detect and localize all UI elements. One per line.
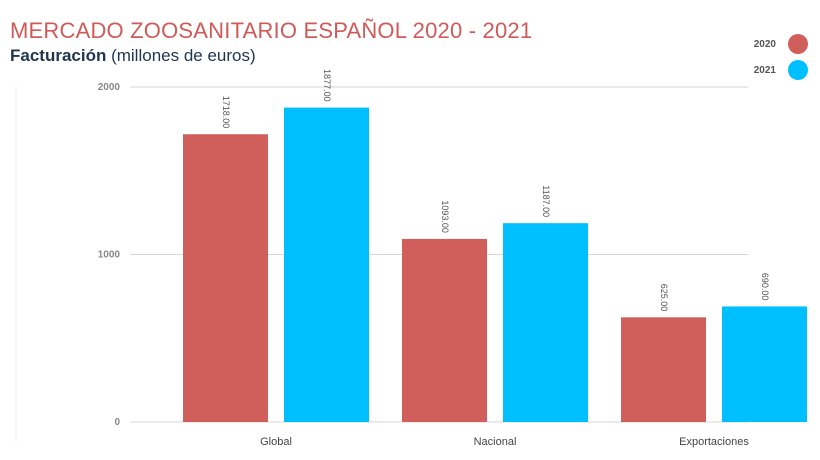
bar-2021-exportaciones <box>722 306 807 422</box>
chart-title: MERCADO ZOOSANITARIO ESPAÑOL 2020 - 2021 <box>10 18 533 43</box>
data-label: 625.00 <box>659 284 669 312</box>
x-tick-label: Global <box>260 436 292 448</box>
legend-swatch-2021 <box>788 60 808 80</box>
y-tick-label: 2000 <box>98 82 121 93</box>
legend-swatch-2020 <box>788 34 808 54</box>
legend-item-2021[interactable]: 2021 <box>754 60 808 80</box>
bar-2020-nacional <box>402 238 487 422</box>
bar-2021-nacional <box>503 223 588 422</box>
subtitle-rest: (millones de euros) <box>106 46 256 65</box>
legend-item-2020[interactable]: 2020 <box>754 34 808 54</box>
legend-label-2021: 2021 <box>753 64 776 76</box>
y-tick-label: 1000 <box>98 250 121 261</box>
bar-2020-exportaciones <box>621 317 706 422</box>
bar-2021-global <box>284 107 369 422</box>
data-label: 1187.00 <box>541 185 551 217</box>
x-tick-label: Nacional <box>474 436 517 448</box>
data-label: 690.00 <box>760 273 770 301</box>
x-tick-label: Exportaciones <box>679 436 749 448</box>
chart-subtitle: Facturación (millones de euros) <box>10 46 256 66</box>
subtitle-bold: Facturación <box>10 46 107 65</box>
y-tick-label: 0 <box>114 417 120 428</box>
bar-2020-global <box>183 134 268 423</box>
data-label: 1877.00 <box>322 69 332 102</box>
legend-label-2020: 2020 <box>753 38 776 50</box>
data-label: 1718.00 <box>221 96 231 129</box>
data-label: 1093.00 <box>440 200 450 233</box>
